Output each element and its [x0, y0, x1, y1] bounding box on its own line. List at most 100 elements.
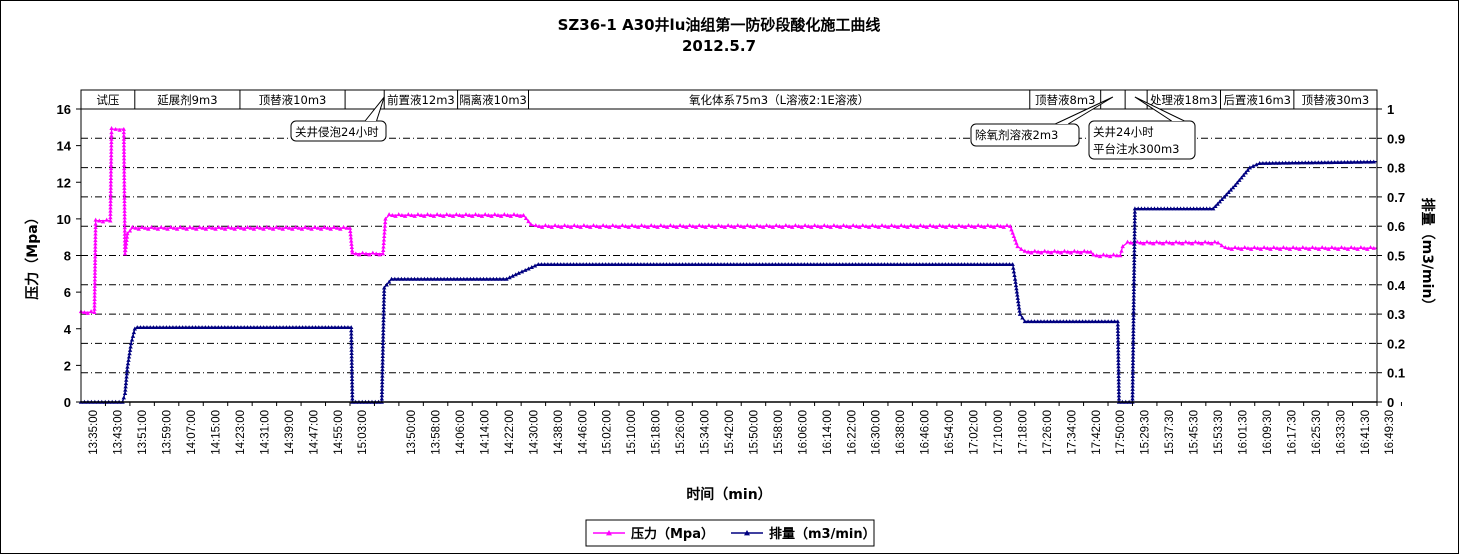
y-left-tick-label: 8	[64, 249, 71, 264]
data-point	[121, 162, 127, 167]
data-point	[381, 241, 386, 245]
data-point	[1041, 319, 1047, 324]
data-point	[712, 262, 717, 267]
data-point	[92, 296, 97, 301]
data-point	[1254, 162, 1259, 167]
data-point	[425, 212, 430, 217]
data-point	[122, 199, 127, 203]
data-point	[193, 325, 198, 330]
data-point	[875, 262, 881, 267]
data-point	[1039, 250, 1044, 255]
data-point	[1131, 312, 1136, 317]
data-point	[652, 224, 657, 228]
data-point	[109, 133, 114, 138]
data-point	[783, 223, 789, 228]
callout-box	[970, 123, 1080, 147]
data-point	[540, 224, 545, 229]
y-right-tick-label: 0.1	[1387, 366, 1405, 381]
data-point	[122, 228, 127, 233]
data-point	[623, 224, 628, 228]
data-point	[1015, 244, 1020, 249]
data-point	[1194, 206, 1200, 211]
data-point	[639, 223, 644, 228]
data-point	[626, 224, 631, 229]
data-point	[1139, 206, 1144, 211]
data-point	[1180, 241, 1185, 246]
data-point	[109, 153, 114, 158]
data-point	[306, 225, 311, 230]
data-point	[777, 224, 782, 228]
data-point	[805, 262, 810, 267]
data-point	[125, 364, 130, 369]
stage-label: 前置液12m3	[387, 93, 455, 107]
x-tick-label: 16:33:30	[1335, 410, 1347, 455]
callout-text: 关井24小时	[1093, 125, 1154, 139]
data-point	[1116, 386, 1122, 391]
data-point	[157, 325, 163, 330]
data-point	[1193, 239, 1198, 244]
data-point	[122, 172, 127, 177]
data-point	[1130, 386, 1135, 391]
data-point	[328, 226, 333, 231]
data-point	[181, 225, 186, 230]
data-point	[1131, 319, 1136, 324]
data-point	[1313, 245, 1318, 250]
data-point	[528, 222, 534, 227]
data-point	[92, 267, 98, 272]
data-point	[689, 262, 695, 267]
y-right-tick-label: 0.8	[1387, 161, 1405, 176]
data-point	[1158, 206, 1164, 211]
data-point	[349, 241, 354, 246]
data-point	[381, 288, 387, 293]
data-point	[596, 262, 602, 267]
data-point	[274, 224, 279, 229]
data-point	[1310, 245, 1315, 250]
data-point	[1115, 332, 1121, 337]
data-point	[238, 325, 244, 330]
data-point	[267, 225, 273, 230]
x-tick-label: 14:23:00	[235, 410, 247, 455]
data-point	[441, 213, 446, 218]
data-point	[334, 225, 340, 230]
data-point	[1252, 245, 1257, 250]
data-point	[622, 262, 628, 267]
x-tick-label: 17:50:00	[1115, 410, 1127, 455]
data-point	[381, 305, 386, 310]
data-point	[1290, 245, 1296, 250]
callout-box	[290, 120, 387, 142]
data-point	[122, 189, 127, 194]
data-point	[381, 318, 386, 323]
data-point	[109, 130, 114, 135]
data-point	[1271, 245, 1276, 250]
legend: 压力（Mpa） 排量（m3/min）	[585, 519, 876, 547]
data-point	[1167, 240, 1172, 245]
data-point	[92, 264, 98, 269]
data-point	[1130, 348, 1136, 353]
data-point	[1130, 377, 1135, 382]
data-point	[445, 276, 450, 281]
data-point	[146, 226, 151, 231]
data-point	[92, 303, 97, 308]
data-point	[93, 217, 98, 222]
x-tick-label: 14:39:00	[284, 410, 296, 455]
data-point	[658, 223, 664, 228]
data-point	[968, 262, 974, 267]
data-point	[1132, 212, 1138, 217]
data-point	[258, 225, 263, 230]
data-point	[1102, 319, 1108, 324]
x-tick-label: 15:37:30	[1164, 410, 1176, 455]
data-point	[1361, 159, 1367, 164]
data-point	[1116, 370, 1121, 375]
data-point	[1154, 239, 1159, 244]
data-point	[1016, 305, 1022, 310]
data-point	[121, 130, 127, 135]
data-point	[1188, 206, 1193, 211]
data-point	[344, 225, 349, 230]
data-point	[1115, 328, 1121, 333]
legend-marker	[606, 530, 612, 536]
data-point	[379, 396, 385, 401]
data-point	[766, 262, 772, 267]
data-point	[1224, 192, 1229, 197]
data-point	[1014, 286, 1019, 291]
data-point	[1162, 206, 1167, 211]
